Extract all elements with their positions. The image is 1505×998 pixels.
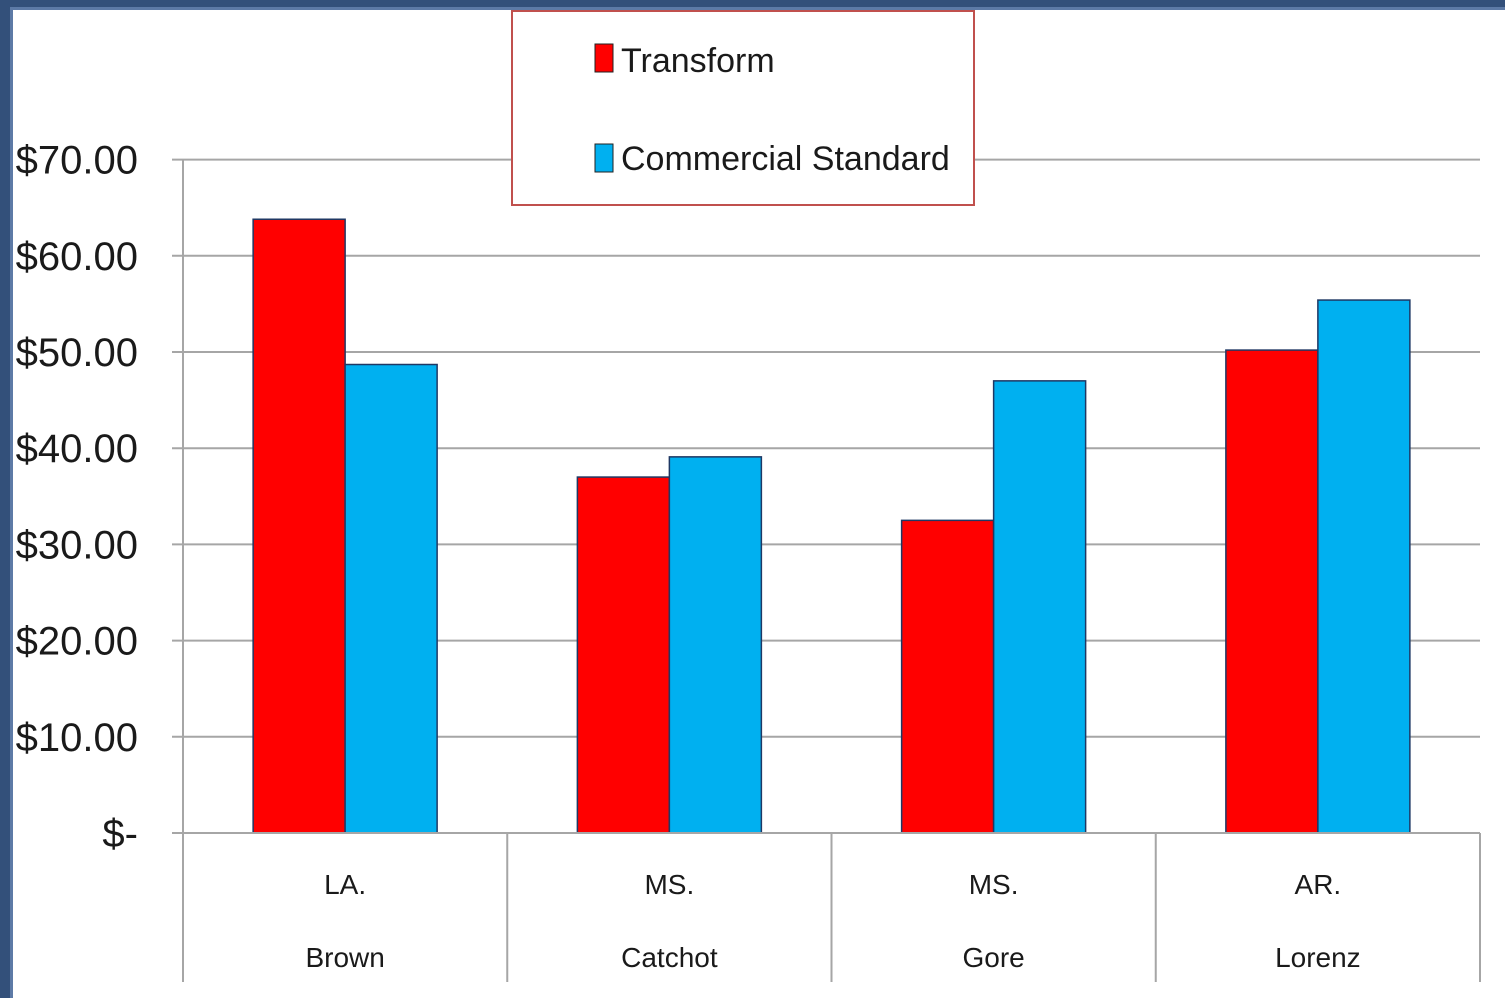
x-category-name-label: Lorenz xyxy=(1275,942,1361,973)
bars xyxy=(252,218,1411,834)
bar-commercial-standard-catchot xyxy=(668,456,763,834)
x-category-state-label: MS. xyxy=(644,869,694,900)
x-category-state-label: LA. xyxy=(324,869,366,900)
legend-swatch-commercial-standard xyxy=(594,143,614,173)
x-category-name-label: Brown xyxy=(305,942,384,973)
y-tick-label: $10.00 xyxy=(16,716,138,760)
bar-transform-brown xyxy=(252,218,346,834)
x-category-name-label: Catchot xyxy=(621,942,718,973)
bar-commercial-standard-gore xyxy=(992,380,1087,834)
y-tick-label: $40.00 xyxy=(16,427,138,471)
legend-swatch-transform xyxy=(594,43,614,73)
x-category-state-label: AR. xyxy=(1295,869,1342,900)
y-tick-label: $- xyxy=(102,812,138,856)
y-tick-labels: $- $10.00 $20.00 $30.00 $40.00 $50.00 $60.00 $7… xyxy=(16,139,138,856)
bar-transform-gore xyxy=(900,519,995,834)
legend-label-commercial-standard: Commercial Standard xyxy=(621,140,950,178)
bar-transform-catchot xyxy=(576,476,671,834)
legend-box xyxy=(511,10,975,206)
x-category-labels: LA. Brown MS. Catchot MS. Gore AR. Lorenz xyxy=(305,833,1481,982)
y-tick-label: $70.00 xyxy=(16,139,138,183)
x-category-name-label: Gore xyxy=(963,942,1025,973)
y-tick-label: $20.00 xyxy=(16,620,138,664)
x-category-state-label: MS. xyxy=(969,869,1019,900)
legend-label-transform: Transform xyxy=(621,42,775,80)
y-tick-label: $50.00 xyxy=(16,331,138,375)
bar-commercial-standard-lorenz xyxy=(1317,299,1411,834)
bar-transform-lorenz xyxy=(1225,349,1319,834)
y-tick-label: $30.00 xyxy=(16,523,138,567)
legend: Transform Commercial Standard xyxy=(511,10,975,206)
y-tick-label: $60.00 xyxy=(16,235,138,279)
bar-commercial-standard-brown xyxy=(344,363,438,834)
